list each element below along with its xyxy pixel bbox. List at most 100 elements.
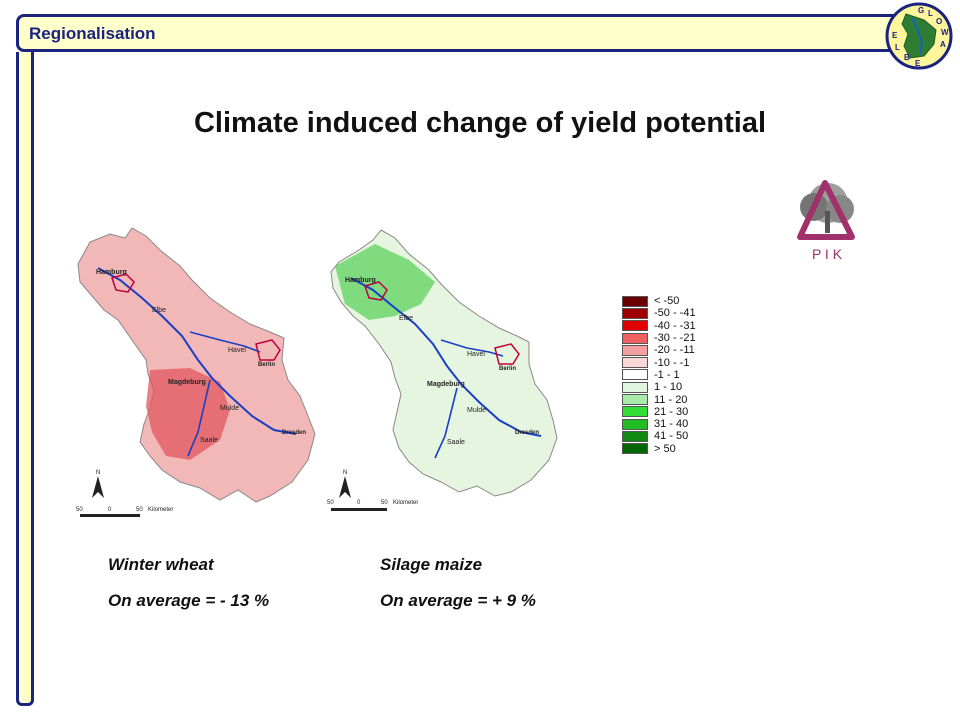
legend-label: 41 - 50 [654,430,689,443]
logo-letter: L [895,43,900,52]
map-legend: < -50 -50 - -41 -40 - -31 -30 - -21 -20 … [622,295,696,455]
legend-swatch [622,381,648,393]
legend-label: -50 - -41 [654,307,696,320]
page-title: Climate induced change of yield potentia… [193,107,767,139]
legend-swatch [622,332,648,344]
logo-letter: A [940,40,946,49]
logo-letter: G [918,6,924,15]
legend-label: -20 - -11 [654,344,695,357]
legend-item: -30 - -21 [622,332,696,344]
pik-logo-text: P I K [812,246,843,262]
left-side-bar [16,52,34,706]
logo-letter: B [904,53,910,62]
high-gain-area [335,244,435,320]
legend-swatch [622,430,648,442]
silage-maize-map: Hamburg Elbe Havel Berlin Magdeburg Muld… [327,229,558,511]
legend-swatch [622,344,648,356]
glowa-elbe-logo: G L O W A E L B E [885,2,953,70]
legend-item: -50 - -41 [622,307,696,319]
header-bar: Regionalisation [16,14,934,52]
legend-item: -20 - -11 [622,344,696,356]
map-label-magdeburg: Magdeburg [168,379,206,386]
high-loss-area [146,368,230,460]
map-label-saale: Saale [447,439,465,446]
legend-swatch [622,357,648,369]
legend-item: -10 - -1 [622,356,696,369]
legend-item: 21 - 30 [622,406,696,418]
map-label-mulde: Mulde [467,407,486,414]
caption-left-crop: Winter wheat [108,555,214,574]
winter-wheat-map: Hamburg Elbe Havel Berlin Magdeburg Muld… [76,227,316,517]
scale-bar [331,508,387,511]
scale-tick: 50 [327,500,334,506]
map-label-elbe: Elbe [152,307,166,314]
logo-letter: E [892,31,898,40]
map-label-magdeburg: Magdeburg [427,381,465,388]
scale-bar [80,514,140,517]
logo-letter: E [915,59,921,68]
map-label-elbe: Elbe [399,315,413,322]
north-arrow [92,476,104,498]
legend-item: 31 - 40 [622,418,696,430]
scale-tick: 0 [108,507,112,513]
logo-letter: L [928,9,933,18]
map-label-havel: Havel [228,347,246,354]
legend-swatch [622,320,648,332]
legend-item: > 50 [622,443,696,455]
legend-item: -1 - 1 [622,369,696,381]
legend-item: 11 - 20 [622,393,696,406]
saale-river [434,387,458,459]
legend-label: 21 - 30 [654,405,689,418]
elbe-river [350,277,542,437]
legend-item: < -50 [622,295,696,307]
map-label-berlin: Berlin [258,362,275,368]
caption-left-average: On average = - 13 % [108,591,270,610]
legend-label: 11 - 20 [654,393,688,406]
legend-swatch [622,369,648,381]
legend-label: > 50 [654,442,676,455]
map-label-mulde: Mulde [220,405,239,412]
scale-tick: 50 [136,507,143,513]
legend-label: -1 - 1 [654,368,680,381]
scale-tick: 0 [357,500,361,506]
legend-label: -10 - -1 [654,356,690,369]
legend-swatch [622,295,648,307]
scale-unit: Kilometer [148,507,173,513]
legend-swatch [622,418,648,430]
legend-label: -40 - -31 [654,319,696,332]
logo-letter: W [941,28,949,37]
north-label: N [343,470,347,476]
section-title: Regionalisation [29,24,156,43]
logo-letter: O [936,17,942,26]
legend-item: -40 - -31 [622,320,696,332]
hamburg-outline [111,273,135,293]
legend-label: 31 - 40 [654,418,689,431]
saale-river [187,379,211,457]
havel-river [189,331,261,353]
map-label-dresden: Dresden [282,430,306,436]
legend-label: -30 - -21 [654,332,696,345]
map-label-hamburg: Hamburg [345,277,376,284]
legend-item: 41 - 50 [622,430,696,442]
legend-swatch [622,443,648,455]
caption-right-crop: Silage maize [380,555,483,574]
pik-logo: P I K [797,180,855,262]
north-arrow [339,476,351,498]
legend-swatch [622,307,648,319]
elbe-river [97,267,297,435]
berlin-outline [255,339,281,361]
legend-item: 1 - 10 [622,381,696,393]
north-label: N [96,470,100,476]
hamburg-outline [364,281,388,301]
scale-tick: 50 [76,507,83,513]
river-basin-shape [77,227,316,503]
map-label-saale: Saale [200,437,218,444]
berlin-outline [494,343,520,365]
legend-label: < -50 [654,295,680,308]
caption-right-average: On average = + 9 % [380,591,536,610]
legend-swatch [622,394,648,406]
map-label-dresden: Dresden [515,430,539,436]
legend-swatch [622,406,648,418]
legend-label: 1 - 10 [654,381,683,394]
map-label-berlin: Berlin [499,366,516,372]
